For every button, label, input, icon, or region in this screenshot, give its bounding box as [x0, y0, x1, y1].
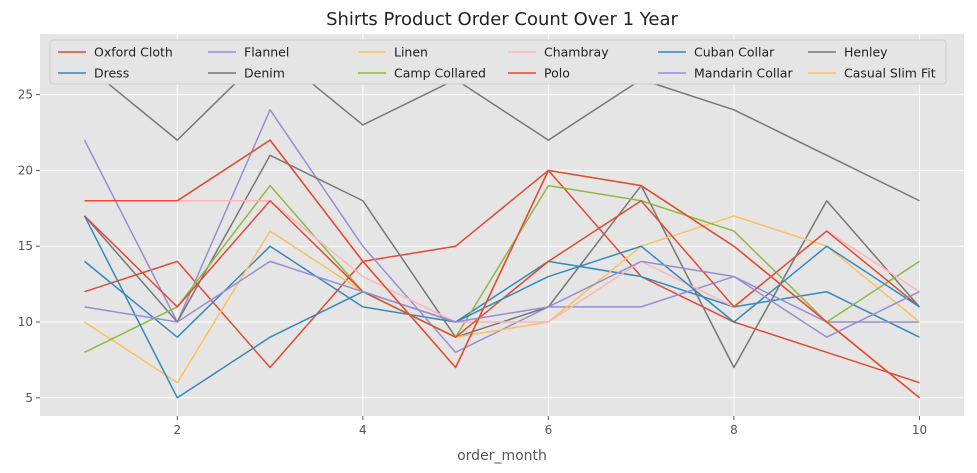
legend-label: Oxford Cloth	[94, 45, 173, 60]
series-line-10	[84, 48, 920, 202]
x-tick-label: 4	[359, 423, 367, 437]
series-line-4	[84, 215, 920, 384]
legend-label: Linen	[394, 45, 428, 60]
legend: Oxford Cloth Dress Flannel Denim Linen Camp C…	[49, 39, 947, 85]
plot-area	[40, 34, 964, 416]
chart-title: Shirts Product Order Count Over 1 Year	[326, 9, 678, 30]
legend-label: Dress	[94, 66, 129, 81]
series-line-9	[84, 260, 920, 338]
legend-label: Chambray	[544, 45, 609, 60]
series-line-5	[84, 184, 920, 354]
series-line-14	[84, 139, 920, 399]
legend-label: Flannel	[244, 45, 289, 60]
legend-label: Denim	[244, 66, 285, 81]
y-tick-label: 15	[18, 239, 33, 253]
x-tick-label: 2	[173, 423, 181, 437]
series-lines	[83, 48, 921, 399]
legend-label: Casual Slim Fit	[844, 66, 936, 81]
y-tick-label: 25	[18, 88, 33, 102]
series-line-0	[84, 169, 920, 384]
x-axis-label: order_month	[457, 448, 547, 464]
legend-label: Polo	[544, 66, 570, 81]
y-tick-label: 5	[25, 391, 33, 405]
legend-label: Henley	[844, 45, 888, 60]
legend-label: Mandarin Collar	[694, 66, 793, 81]
legend-box	[49, 39, 947, 85]
y-tick-label: 10	[18, 315, 33, 329]
x-tick-label: 6	[545, 423, 553, 437]
x-tick-label: 10	[912, 423, 927, 437]
y-tick-label: 20	[18, 163, 33, 177]
x-tick-label: 8	[730, 423, 738, 437]
legend-label: Cuban Collar	[694, 45, 775, 60]
legend-label: Camp Collared	[394, 66, 486, 81]
axis-ticks: 2 4 6 8 10 5 10 15 20 25	[18, 88, 927, 437]
